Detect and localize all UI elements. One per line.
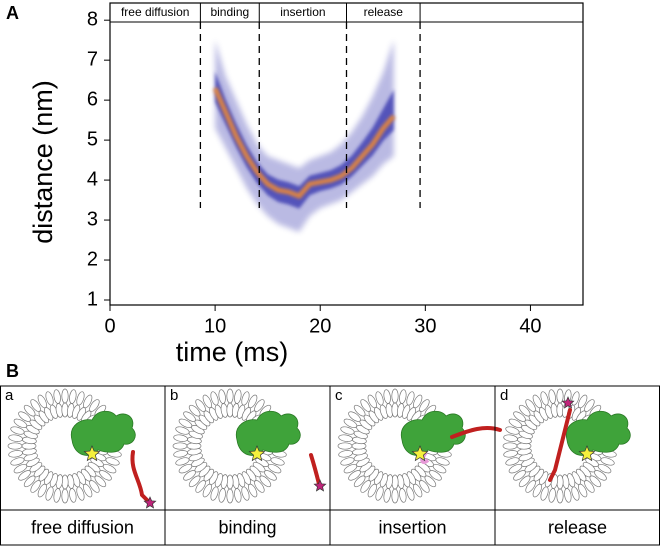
vesicle-illustration (7, 388, 157, 509)
panel-letter: a (5, 387, 14, 404)
y-axis-label: distance (nm) (28, 80, 58, 244)
y-tick-label: 4 (87, 168, 98, 190)
vesicle-illustration (172, 388, 327, 504)
panel-label: A (6, 3, 19, 23)
lipid (218, 389, 226, 404)
star (561, 396, 575, 409)
lipid (173, 450, 188, 458)
protein (235, 410, 301, 456)
lipid (61, 388, 69, 404)
lipid (503, 434, 518, 442)
protein (70, 410, 136, 456)
lipid (69, 488, 77, 503)
lipid (548, 389, 556, 404)
panel-label: B (6, 361, 19, 381)
star (411, 445, 429, 462)
protein (400, 410, 466, 456)
lipid (53, 389, 61, 404)
lipid (338, 450, 353, 458)
lipid (226, 488, 234, 504)
x-tick-label: 30 (414, 315, 436, 337)
y-tick-label: 6 (87, 88, 98, 110)
star (313, 479, 327, 492)
star (248, 445, 266, 462)
lipid (173, 434, 188, 442)
lipid (564, 488, 572, 503)
y-tick-label: 5 (87, 128, 98, 150)
panel-caption: free diffusion (31, 517, 134, 537)
x-tick-label: 20 (309, 315, 331, 337)
center-line (212, 87, 396, 200)
lipid (548, 488, 556, 503)
y-tick-label: 8 (87, 8, 98, 30)
phase-label: release (364, 5, 404, 19)
lipid (7, 442, 23, 450)
lipid (399, 488, 407, 503)
lipid (61, 488, 69, 504)
star (578, 445, 596, 462)
lipid (556, 488, 564, 504)
lipid (338, 434, 353, 442)
peptide (450, 426, 502, 439)
lipid (383, 488, 391, 503)
panel-caption: release (548, 517, 607, 537)
lipid (399, 389, 407, 404)
lipid (8, 450, 23, 458)
panel-caption: insertion (378, 517, 446, 537)
star (83, 445, 101, 462)
star (143, 496, 157, 509)
lipid (53, 488, 61, 503)
lipid (337, 442, 353, 450)
lipid (8, 434, 23, 442)
vesicle-illustration (502, 388, 631, 504)
peptide (130, 450, 152, 505)
phase-label: free diffusion (121, 5, 190, 19)
x-tick-label: 0 (104, 315, 115, 337)
lipid (391, 388, 399, 404)
phase-label: insertion (280, 5, 325, 19)
panel-letter: c (335, 387, 343, 404)
y-tick-label: 2 (87, 248, 98, 270)
protein (565, 410, 631, 456)
y-tick-label: 3 (87, 208, 98, 230)
lipid (502, 442, 518, 450)
lipid (218, 488, 226, 503)
lipid (69, 389, 77, 404)
x-tick-label: 10 (204, 315, 226, 337)
lipid (226, 388, 234, 404)
y-tick-label: 7 (87, 48, 98, 70)
peptide (309, 453, 321, 486)
lipid (503, 450, 518, 458)
lipid (172, 442, 188, 450)
panel-caption: binding (218, 517, 276, 537)
x-tick-label: 40 (519, 315, 541, 337)
phase-label: binding (210, 5, 249, 19)
panel-letter: d (500, 387, 508, 404)
lipid (391, 488, 399, 504)
peptide (548, 408, 572, 482)
lipid (234, 488, 242, 503)
lipid (234, 389, 242, 404)
panel-letter: b (170, 387, 178, 404)
lipid (383, 389, 391, 404)
y-tick-label: 1 (87, 288, 98, 310)
x-axis-label: time (ms) (176, 337, 288, 367)
vesicle-illustration (337, 388, 502, 504)
